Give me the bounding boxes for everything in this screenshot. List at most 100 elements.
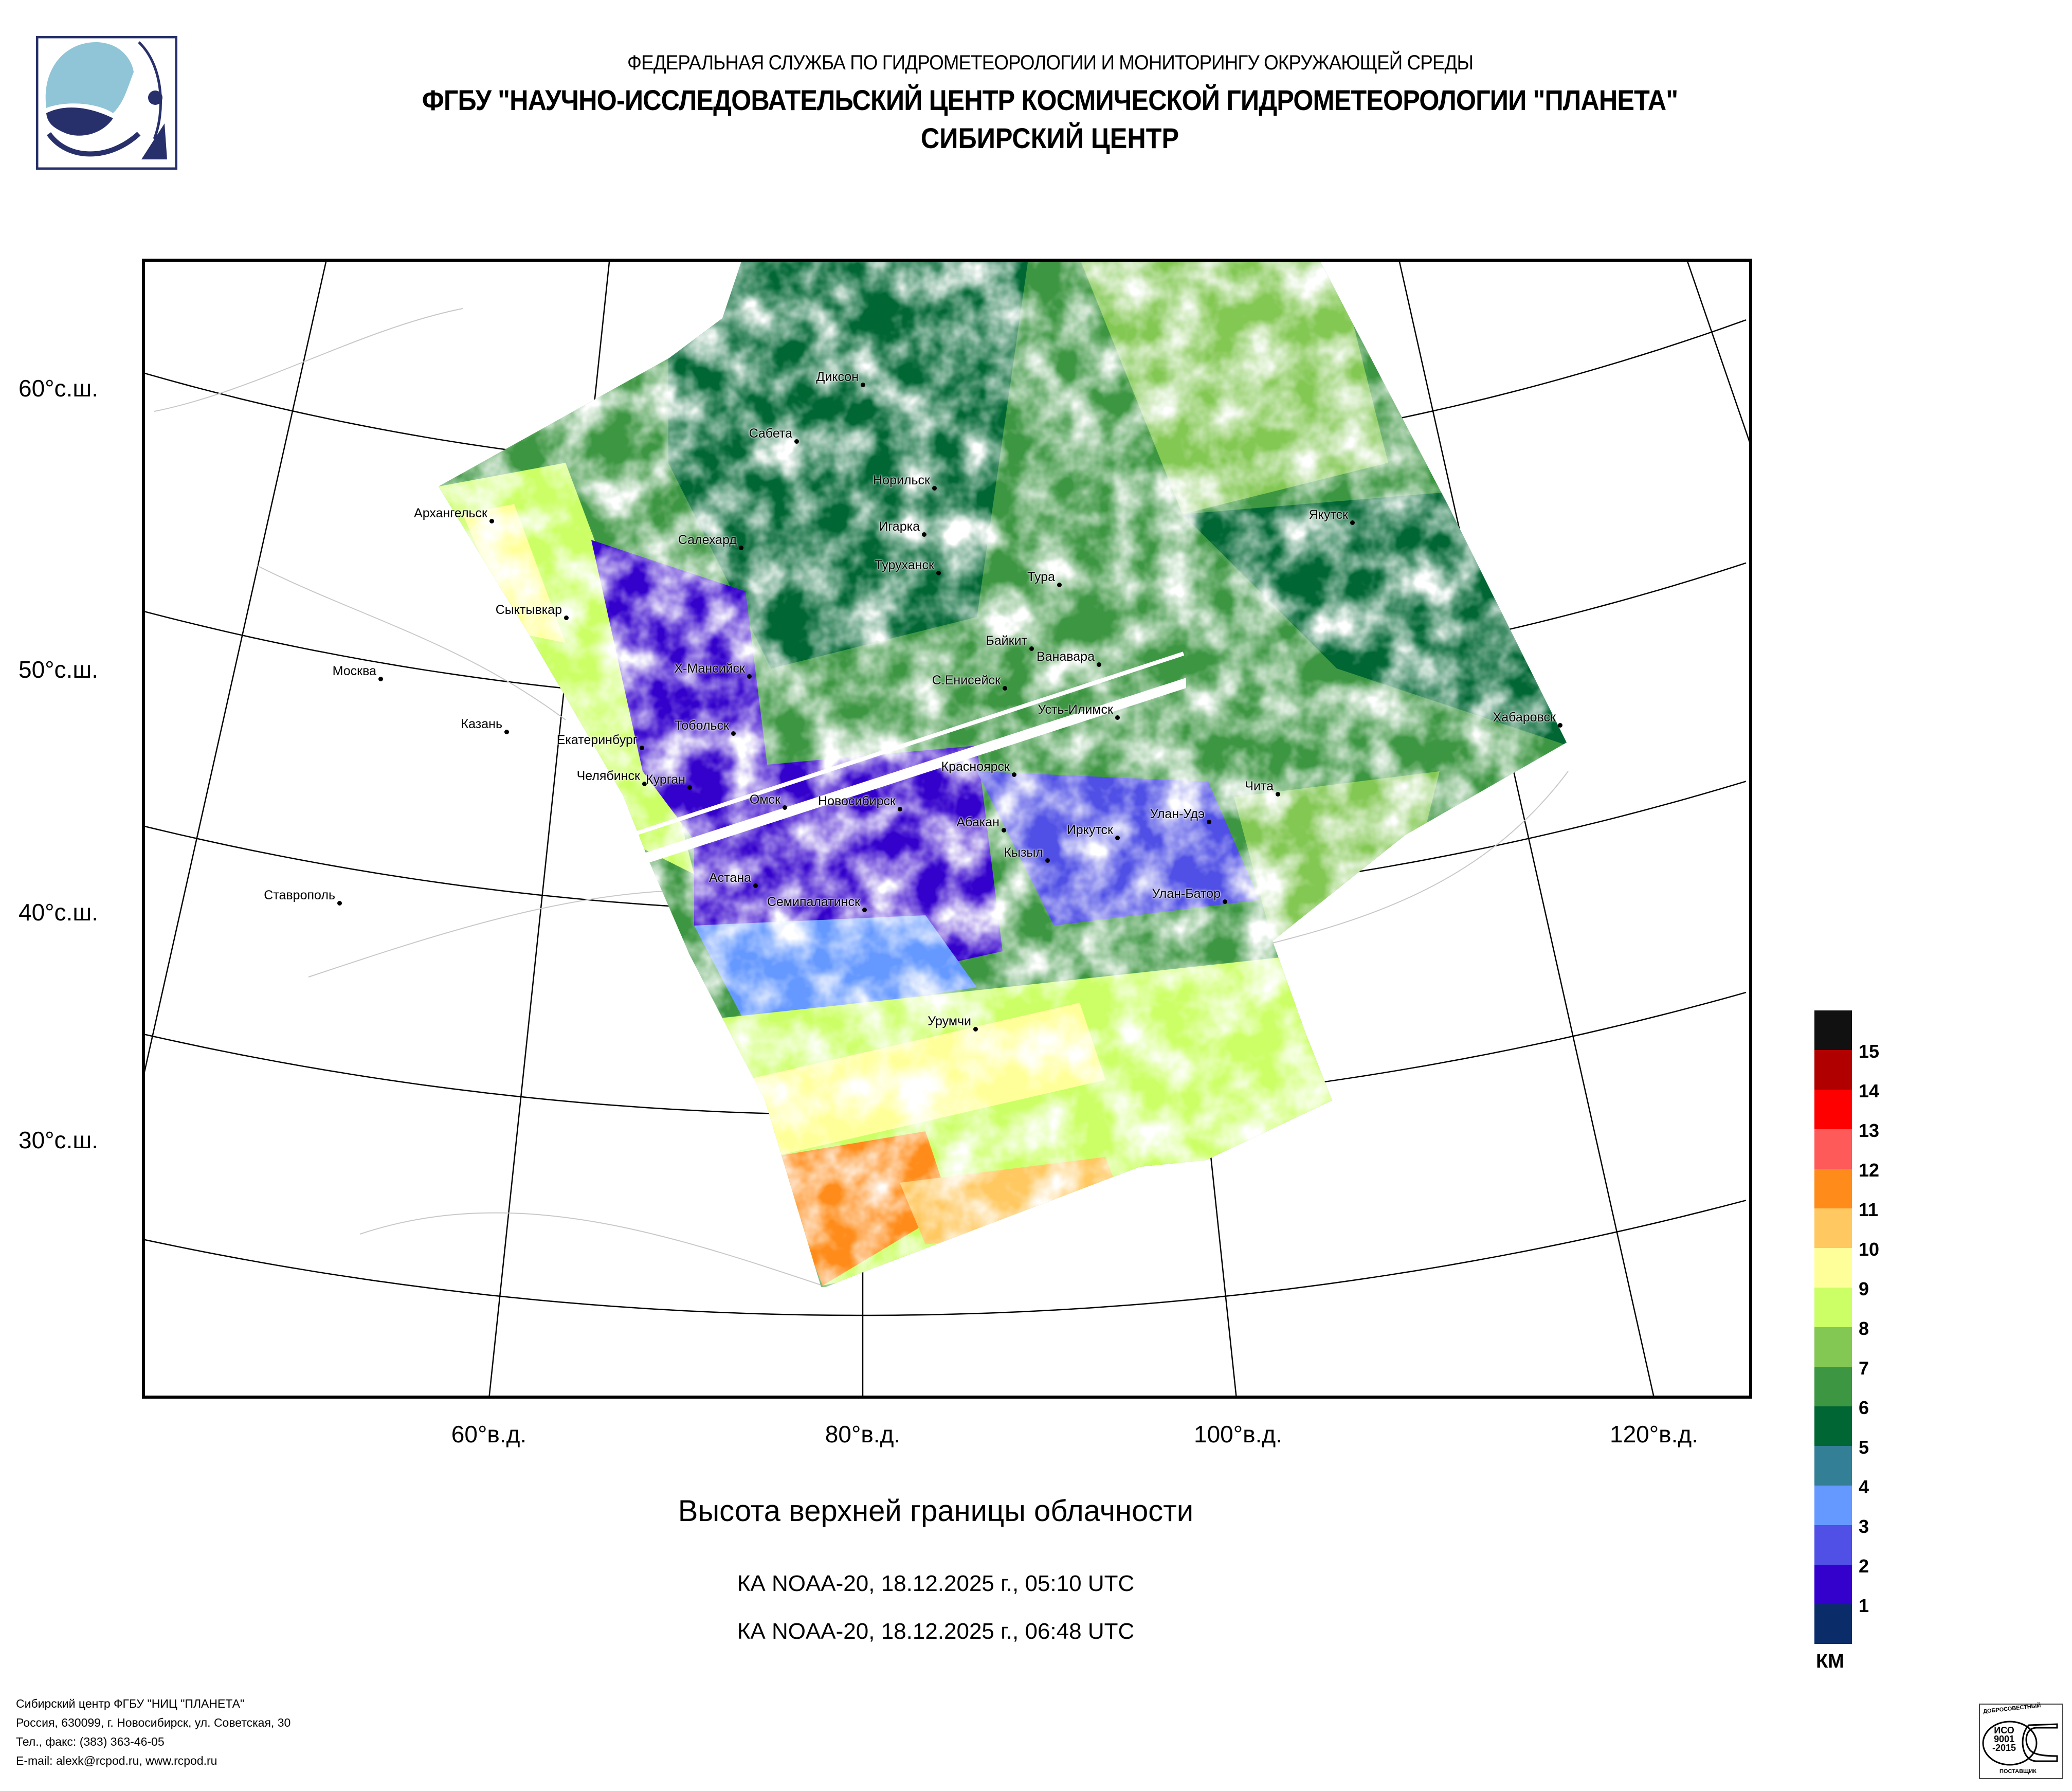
legend-label: 9 [1859, 1278, 1869, 1299]
footer-email[interactable]: E-mail: alexk@rcpod.ru, www.rcpod.ru [16, 1754, 217, 1767]
legend-unit: КМ [1816, 1651, 1844, 1672]
iso-number: 9001 [1994, 1734, 2015, 1744]
legend-swatch [1814, 1010, 1852, 1050]
legend-swatch [1814, 1050, 1852, 1090]
product-title: Высота верхней границы облачности [678, 1494, 1194, 1528]
agency-name: ФЕДЕРАЛЬНАЯ СЛУЖБА ПО ГИДРОМЕТЕОРОЛОГИИ … [627, 51, 1474, 74]
city-dot-icon [1276, 792, 1280, 797]
meridian-line [1398, 259, 1655, 1399]
legend-swatch [1814, 1604, 1852, 1644]
city-label: Тобольск [675, 718, 729, 733]
city-dot-icon [922, 532, 926, 537]
city-label: Салехард [678, 533, 737, 547]
city-dot-icon [1097, 662, 1101, 667]
city-label: Тура [1027, 570, 1055, 584]
city-label: Казань [461, 717, 502, 731]
city-label: Байкит [986, 634, 1027, 648]
legend-swatch [1814, 1288, 1852, 1327]
city-label: Урумчи [928, 1014, 971, 1028]
legend-swatch [1814, 1486, 1852, 1525]
city-dot-icon [1207, 820, 1211, 824]
legend-label: 10 [1859, 1239, 1880, 1260]
lat-label-60: 60°с.ш. [19, 375, 99, 402]
city-dot-icon [504, 730, 509, 734]
city-dot-icon [1115, 715, 1120, 720]
legend-label: 4 [1859, 1476, 1869, 1497]
city-dot-icon [1003, 686, 1007, 691]
city-label: Семипалатинск [767, 895, 860, 909]
city-dot-icon [1029, 646, 1034, 651]
meridian-line [1686, 259, 1752, 450]
legend-swatch [1814, 1367, 1852, 1406]
city-dot-icon [731, 731, 736, 736]
legend-swatch [1814, 1090, 1852, 1129]
city-label: Чита [1245, 779, 1274, 793]
city-dot-icon [337, 901, 342, 906]
legend-swatch [1814, 1446, 1852, 1486]
city-label: Иркутск [1066, 823, 1113, 837]
meridian-line [142, 259, 328, 1084]
city-label: Кызыл [1004, 845, 1043, 860]
parallel-line [142, 1200, 1747, 1316]
legend-swatch [1814, 1248, 1852, 1288]
legend-label: 2 [1859, 1555, 1869, 1577]
city-dot-icon [747, 674, 752, 679]
city-dot-icon [1115, 836, 1120, 840]
cloud-top-height-map[interactable]: Диксон Сабета Норильск Архангельск Игарка Сал… [142, 259, 1752, 1399]
footer-address: Россия, 630099, г. Новосибирск, ул. Сове… [16, 1716, 291, 1729]
iso-text: ИСО [1994, 1725, 2014, 1735]
lon-label-60: 60°в.д. [451, 1421, 527, 1448]
city-label: Улан-Батор [1152, 887, 1221, 901]
lon-label-120: 120°в.д. [1610, 1421, 1698, 1448]
city-dot-icon [932, 486, 937, 491]
city-label: Архангельск [414, 506, 487, 520]
city-dot-icon [783, 805, 787, 810]
city-dot-icon [1057, 583, 1062, 587]
iso-year: -2015 [1992, 1743, 2016, 1753]
city-dot-icon [489, 519, 494, 523]
swath-gaps [628, 652, 1186, 864]
legend-swatch [1814, 1525, 1852, 1565]
legend-swatch [1814, 1565, 1852, 1604]
legend-label: 1 [1859, 1595, 1869, 1616]
legend-swatch [1814, 1129, 1852, 1169]
legend-swatch [1814, 1169, 1852, 1208]
city-label: Курган [646, 772, 685, 787]
legend-label: 13 [1859, 1120, 1880, 1141]
city-label: Ванавара [1036, 649, 1095, 664]
city-label: Абакан [956, 815, 999, 829]
legend-label: 11 [1859, 1199, 1879, 1220]
legend-label: 5 [1859, 1437, 1869, 1458]
legend-swatch [1814, 1327, 1852, 1367]
legend-label: 7 [1859, 1358, 1869, 1379]
city-label: Новосибирск [818, 794, 896, 808]
city-dot-icon [687, 785, 692, 790]
city-label: Челябинск [576, 769, 640, 783]
city-dot-icon [862, 908, 867, 912]
city-dot-icon [1002, 828, 1006, 833]
legend-label: 8 [1859, 1318, 1869, 1339]
lat-label-50: 50°с.ш. [19, 656, 99, 683]
city-label: Туруханск [875, 558, 934, 572]
city-dot-icon [564, 616, 569, 620]
city-dot-icon [1558, 723, 1562, 728]
footer-org: Сибирский центр ФГБУ "НИЦ "ПЛАНЕТА" [16, 1697, 245, 1710]
city-dot-icon [739, 546, 743, 550]
lat-label-40: 40°с.ш. [19, 899, 99, 926]
legend-label: 6 [1859, 1397, 1869, 1418]
city-dot-icon [861, 383, 865, 387]
city-label: Сабета [749, 426, 792, 441]
city-dot-icon [936, 571, 941, 575]
city-label: Улан-Удэ [1150, 807, 1205, 821]
city-dot-icon [640, 746, 644, 750]
iso-bottom-text: ПОСТАВЩИК [2000, 1768, 2037, 1775]
city-label: Игарка [879, 519, 920, 534]
pass-info-2: КА NOAA-20, 18.12.2025 г., 06:48 UTC [737, 1619, 1135, 1644]
legend-swatch [1814, 1406, 1852, 1446]
lon-label-100: 100°в.д. [1194, 1421, 1282, 1448]
legend-label: 14 [1859, 1080, 1880, 1101]
city-dot-icon [1350, 520, 1355, 525]
legend-swatch [1814, 1208, 1852, 1248]
city-label: Диксон [816, 370, 859, 384]
lat-label-30: 30°с.ш. [19, 1127, 99, 1153]
